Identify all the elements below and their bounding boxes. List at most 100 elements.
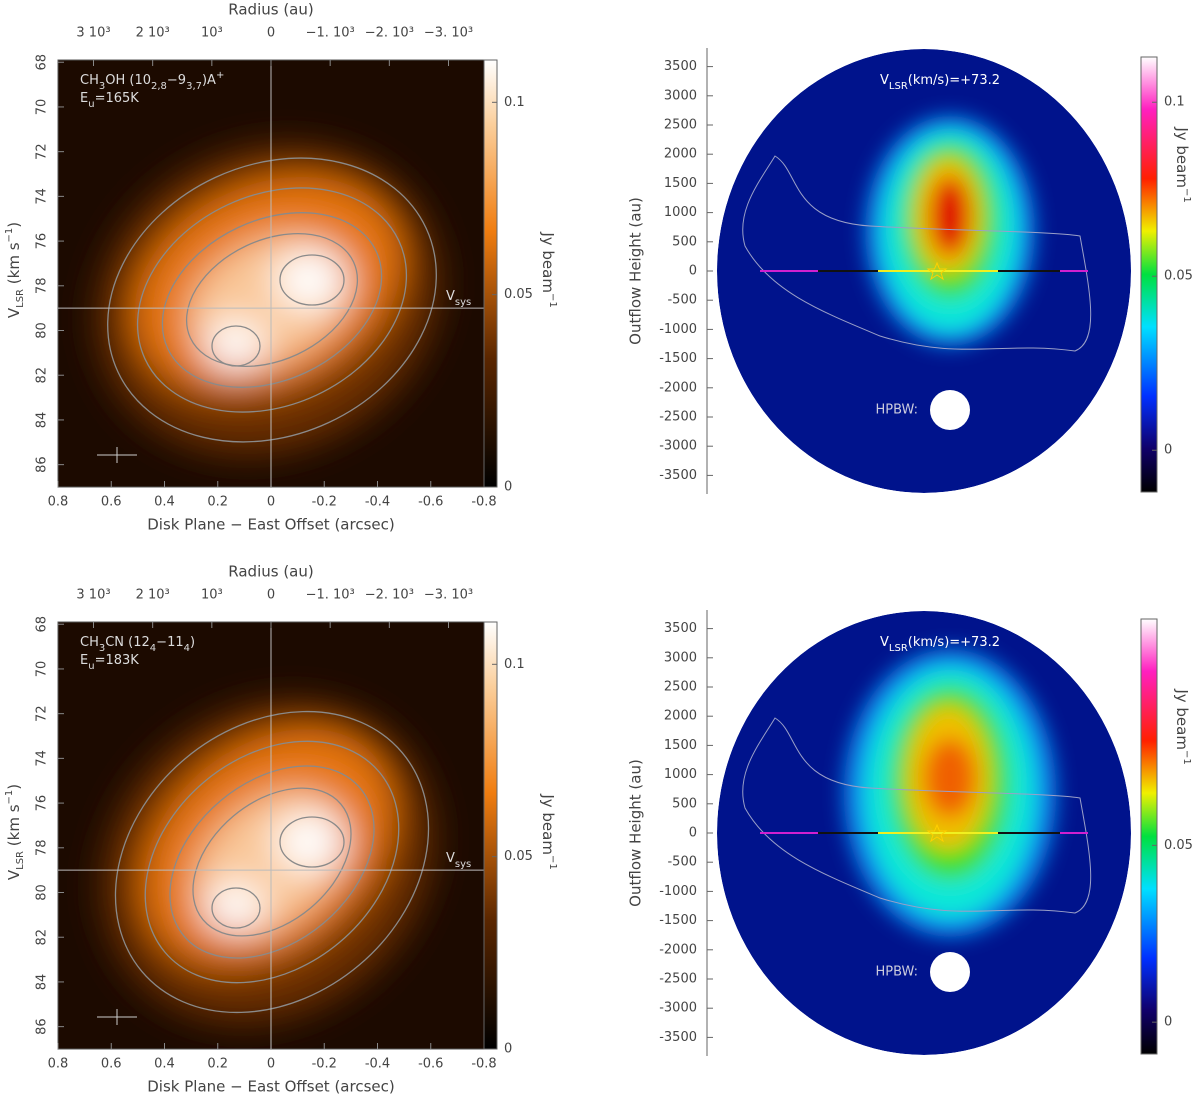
x2-tick-label: 10³: [201, 588, 223, 603]
x-tick-label: 0: [267, 495, 275, 510]
y-tick-label: 82: [35, 929, 50, 946]
colorbar-label-part: Jy beam: [540, 793, 558, 855]
emission-blob: [205, 320, 265, 370]
beam-cross: [97, 447, 137, 463]
y-tick-label: 3500: [664, 621, 697, 636]
annotation-part: OH (10: [105, 73, 151, 88]
x2-tick-label: −3. 10³: [424, 588, 473, 603]
y-tick-label: -1500: [659, 351, 697, 366]
x-tick-label: -0.2: [312, 495, 337, 510]
colorbar-label-part: Jy beam: [1174, 688, 1192, 750]
colorbar-label: Jy beam−1: [1174, 126, 1193, 202]
y-tick-label: 1000: [664, 205, 697, 220]
x2-tick-label: −2. 10³: [365, 588, 414, 603]
annotation-part: 4: [184, 643, 190, 654]
y-axis-label: VLSR (km s−1): [4, 784, 26, 880]
vsys-label-part: sys: [455, 297, 471, 308]
y-tick-label: 2000: [664, 147, 697, 162]
beam: [930, 390, 970, 430]
contour: [279, 254, 345, 306]
y-tick-label: -2500: [659, 410, 697, 425]
annotation-part: V: [880, 73, 889, 88]
contour: [211, 887, 261, 929]
colorbar-tick-label: 0.1: [504, 95, 525, 110]
emission-blob: [275, 250, 345, 310]
x-axis-label: Disk Plane − East Offset (arcsec): [147, 1078, 394, 1096]
annotation-part: CN (12: [105, 635, 150, 650]
annotation: Eu=165K: [80, 91, 139, 110]
y-tick-label: -2000: [659, 942, 697, 957]
y-tick-label: -2500: [659, 972, 697, 987]
y-tick-label: 2500: [664, 680, 697, 695]
y-axis-label-part: V: [5, 307, 23, 318]
y-tick-label: 70: [35, 661, 50, 678]
y-tick-label: 3500: [664, 59, 697, 74]
y-tick-label: 78: [35, 278, 50, 295]
colorbar-label-part: −1: [1182, 188, 1193, 203]
y-tick-label: 82: [35, 367, 50, 384]
y-tick-label: -3000: [659, 1001, 697, 1016]
x-tick-label: 0.4: [154, 495, 175, 510]
beam-cross: [97, 1009, 137, 1025]
annotation-part: +: [216, 70, 224, 81]
contour: [192, 787, 352, 937]
y-axis-label: Outflow Height (au): [627, 759, 645, 907]
contour: [185, 232, 359, 368]
annotation: Eu=183K: [80, 653, 139, 672]
x-tick-label: 0.6: [101, 495, 122, 510]
vsys-label-part: V: [446, 289, 455, 304]
y-tick-label: -3500: [659, 1030, 697, 1045]
y-axis-label-part: ): [5, 222, 23, 228]
contour: [107, 157, 437, 443]
y-tick-label: 84: [35, 974, 50, 991]
emission-blob: [205, 882, 265, 932]
annotation-part: CH: [80, 635, 99, 650]
star: [926, 261, 948, 281]
x-axis-label: Disk Plane − East Offset (arcsec): [147, 516, 394, 534]
y-tick-label: 78: [35, 840, 50, 857]
star: [926, 823, 948, 843]
annotation-part: 4: [150, 643, 156, 654]
y-axis-label-part: (km s: [5, 242, 23, 289]
y-tick-label: 500: [672, 234, 697, 249]
y-tick-label: 84: [35, 412, 50, 429]
emission: [97, 145, 439, 455]
y-axis-label-part: −1: [4, 228, 15, 243]
x-tick-label: 0.4: [154, 1057, 175, 1072]
y-tick-label: 2000: [664, 709, 697, 724]
emission-blob: [924, 738, 976, 818]
annotation-part: (km/s)=+73.2: [908, 73, 1000, 88]
x2-tick-label: 2 10³: [136, 588, 170, 603]
x2-tick-label: −1. 10³: [306, 26, 355, 41]
x-tick-label: 0.2: [207, 1057, 228, 1072]
vsys-label-part: sys: [455, 859, 471, 870]
emission-blob: [930, 176, 970, 256]
y-tick-label: -500: [667, 855, 697, 870]
x2-tick-label: 2 10³: [136, 26, 170, 41]
contour: [742, 717, 1092, 914]
x2-tick-label: 3 10³: [76, 588, 110, 603]
annotation-part: ): [190, 635, 195, 650]
annotation-part: =183K: [95, 653, 140, 668]
colorbar-tick-label: 0: [1164, 443, 1172, 458]
x-tick-label: -0.8: [471, 1057, 496, 1072]
contour: [144, 740, 400, 984]
colorbar-label-part: Jy beam: [540, 231, 558, 293]
annotation-part: u: [88, 661, 94, 672]
annotation-part: (km/s)=+73.2: [908, 635, 1000, 650]
y-tick-label: -1000: [659, 884, 697, 899]
x-tick-label: -0.8: [471, 495, 496, 510]
annotation-part: LSR: [889, 643, 908, 654]
x2-tick-label: 0: [267, 588, 275, 603]
contour: [169, 765, 375, 959]
emission-blob: [275, 812, 345, 872]
y-tick-label: 72: [35, 705, 50, 722]
annotation-part: 2,8: [151, 81, 167, 92]
y-tick-label: 76: [35, 233, 50, 250]
annotation-part: 3: [99, 81, 105, 92]
x2-axis-label: Radius (au): [228, 563, 313, 581]
emission-map: [58, 622, 484, 1049]
x2-tick-label: 3 10³: [76, 26, 110, 41]
y-tick-label: 80: [35, 322, 50, 339]
